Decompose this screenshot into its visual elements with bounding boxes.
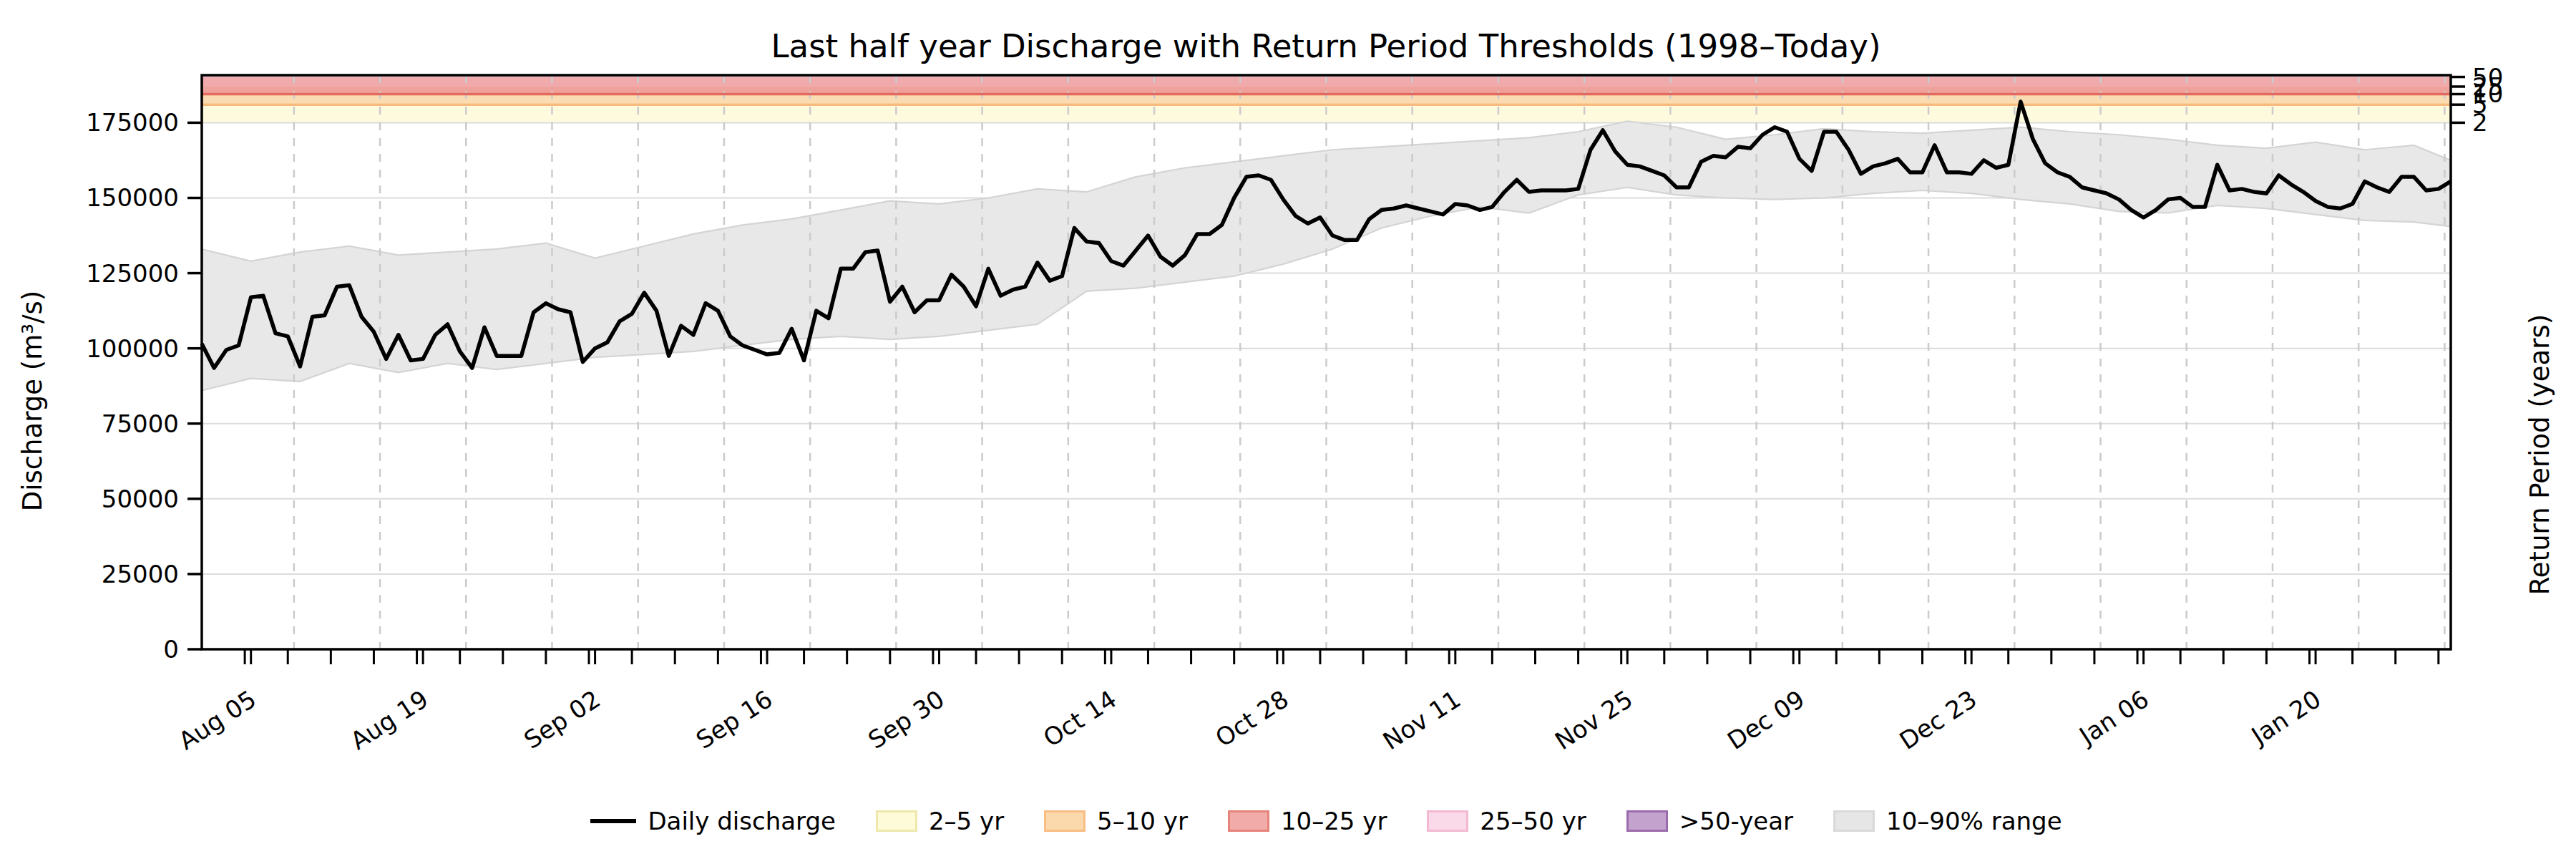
legend-label: >50-year (1679, 807, 1793, 835)
x-tick-label: Nov 25 (1550, 684, 1638, 755)
legend-patch-swatch (1833, 810, 1875, 832)
y2-axis-label: Return Period (years) (2524, 314, 2555, 595)
legend-item: 10–90% range (1833, 807, 2062, 835)
chart-canvas: Last half year Discharge with Return Per… (0, 0, 2576, 859)
legend-item: >50-year (1626, 807, 1793, 835)
x-axis-labels: Aug 05 Aug 19 Sep 02 Sep 16 Sep 30 Oct 14 Oct … (173, 684, 2326, 755)
legend-label: 10–90% range (1886, 807, 2062, 835)
legend-label: 5–10 yr (1097, 807, 1188, 835)
y-tick-label: 25000 (102, 560, 179, 588)
y-tick-label: 0 (163, 635, 179, 664)
legend-item: 10–25 yr (1228, 807, 1387, 835)
y-axis: 0 25000 50000 75000 100000 125000 150000 175000 (86, 108, 202, 664)
x-tick-label: Aug 05 (173, 684, 261, 755)
legend-label: 25–50 yr (1480, 807, 1586, 835)
y-tick-label: 100000 (86, 334, 179, 363)
legend: Daily discharge 2–5 yr 5–10 yr 10–25 yr 25–5… (202, 796, 2451, 846)
y-tick-label: 175000 (86, 108, 179, 137)
legend-patch-swatch (1427, 810, 1468, 832)
x-tick-label: Sep 30 (863, 684, 950, 754)
x-axis-ticks (245, 649, 2439, 664)
x-tick-label: Oct 28 (1210, 684, 1293, 752)
legend-label: Daily discharge (648, 807, 836, 835)
chart-title: Last half year Discharge with Return Per… (771, 27, 1880, 65)
legend-item: 5–10 yr (1044, 807, 1188, 835)
legend-line-swatch (590, 819, 636, 823)
y-axis-label: Discharge (m³/s) (17, 291, 48, 512)
x-tick-label: Sep 02 (519, 684, 605, 754)
y-tick-label: 75000 (102, 409, 179, 438)
x-tick-label: Aug 19 (346, 684, 434, 755)
legend-item: 2–5 yr (876, 807, 1004, 835)
legend-label: 10–25 yr (1281, 807, 1387, 835)
legend-patch-swatch (1044, 810, 1085, 832)
y-tick-label: 125000 (86, 259, 179, 288)
x-tick-label: Nov 11 (1377, 684, 1465, 755)
discharge-chart: Last half year Discharge with Return Per… (0, 0, 2576, 859)
x-tick-label: Jan 06 (2073, 684, 2154, 751)
legend-label: 2–5 yr (929, 807, 1004, 835)
x-tick-label: Sep 16 (691, 684, 778, 754)
legend-item: Daily discharge (590, 807, 836, 835)
x-tick-label: Oct 14 (1038, 684, 1121, 752)
legend-item: 25–50 yr (1427, 807, 1586, 835)
y-tick-label: 150000 (86, 183, 179, 212)
y-tick-label: 50000 (102, 485, 179, 513)
legend-patch-swatch (876, 810, 917, 832)
x-tick-label: Dec 09 (1722, 684, 1810, 755)
legend-patch-swatch (1228, 810, 1269, 832)
y2-tick-label: 2 (2472, 108, 2488, 137)
legend-patch-swatch (1626, 810, 1668, 832)
y2-axis: 50251052 (2451, 63, 2503, 137)
x-tick-label: Jan 20 (2245, 684, 2326, 751)
x-tick-label: Dec 23 (1894, 684, 1981, 755)
